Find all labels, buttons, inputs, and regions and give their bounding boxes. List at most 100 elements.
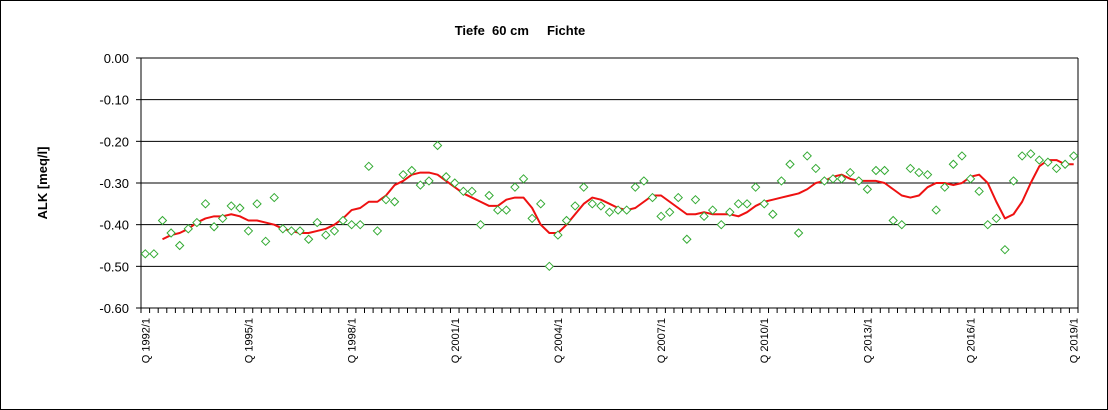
data-point [707, 205, 718, 215]
data-point [836, 174, 847, 184]
x-tick-label: Q 1995/1 [243, 318, 255, 363]
data-point [871, 165, 881, 176]
x-tick-label: Q 1998/1 [347, 318, 359, 363]
data-point [355, 219, 365, 230]
data-point [561, 215, 572, 226]
data-point [965, 174, 976, 184]
data-point [621, 205, 632, 215]
data-point [484, 190, 494, 201]
y-tick-label: -0.50 [99, 259, 129, 274]
data-point [269, 192, 279, 203]
data-point [209, 222, 219, 232]
data-point [536, 199, 546, 209]
data-point [475, 219, 486, 230]
y-tick-label: 0.00 [104, 51, 129, 66]
gridlines [141, 57, 1078, 267]
data-point [140, 249, 151, 259]
data-point [570, 201, 580, 211]
data-point [690, 194, 701, 205]
data-point [725, 207, 735, 217]
data-point [862, 184, 873, 194]
data-point [604, 207, 615, 217]
data-point [157, 215, 168, 226]
data-point [759, 199, 769, 209]
data-point [174, 240, 185, 251]
data-point [905, 163, 916, 174]
data-point [811, 163, 821, 174]
data-point [518, 174, 529, 184]
data-point [200, 199, 211, 209]
data-point [166, 228, 176, 238]
data-point [493, 205, 503, 215]
data-point [897, 219, 907, 230]
data-point [192, 217, 202, 228]
y-axis-label: ALK [meq/l] [35, 147, 50, 220]
data-point [983, 219, 993, 230]
data-point [510, 182, 520, 192]
data-point [596, 201, 606, 211]
data-point [338, 215, 348, 226]
data-point [544, 261, 555, 272]
data-point [149, 249, 159, 259]
data-point [587, 199, 598, 209]
data-point [613, 205, 623, 215]
data-point [647, 192, 658, 203]
y-tick-labels: 0.00 -0.10 -0.20 -0.30 -0.40 -0.50 -0.60 [99, 51, 141, 316]
data-point [1068, 151, 1079, 161]
x-tick-label: Q 2004/1 [553, 318, 565, 363]
data-point [699, 211, 709, 222]
data-point [785, 159, 795, 169]
data-point [776, 176, 787, 186]
data-point [432, 140, 443, 151]
data-point [828, 174, 838, 184]
data-point [243, 226, 254, 236]
data-point [1034, 155, 1045, 165]
data-point [948, 159, 959, 169]
data-point [415, 180, 426, 190]
data-point [639, 176, 649, 186]
data-point [957, 151, 967, 161]
data-point [854, 176, 864, 186]
x-tick-label: Q 2013/1 [862, 318, 874, 363]
data-point [1017, 151, 1027, 161]
data-point [673, 192, 683, 203]
data-point [303, 234, 314, 244]
data-point [940, 182, 950, 192]
y-tick-label: -0.40 [99, 218, 129, 233]
data-point [750, 182, 761, 192]
data-point [1000, 244, 1010, 255]
data-point [467, 186, 477, 197]
data-point [398, 169, 408, 180]
y-tick-label: -0.30 [99, 176, 129, 191]
data-point [424, 176, 434, 186]
data-point [527, 213, 537, 224]
data-point [768, 209, 778, 219]
x-tick-label: Q 2016/1 [966, 318, 978, 363]
data-point [1051, 163, 1062, 174]
chart-title: Tiefe 60 cm Fichte [455, 23, 586, 38]
data-point [295, 226, 305, 236]
data-point [682, 234, 692, 244]
data-point [441, 172, 451, 182]
x-tick-label: Q 2001/1 [450, 318, 462, 363]
data-point [991, 213, 1002, 224]
data-point [450, 178, 460, 188]
data-point [260, 236, 271, 247]
data-point [312, 217, 322, 228]
data-point [656, 211, 666, 222]
y-tick-label: -0.60 [99, 301, 129, 316]
data-point [321, 230, 331, 240]
data-point [733, 199, 744, 209]
data-point [845, 167, 855, 178]
data-point [716, 219, 726, 230]
data-point [346, 219, 357, 230]
data-point [819, 176, 830, 186]
data-point [372, 226, 383, 236]
data-point [888, 215, 898, 226]
y-tick-label: -0.20 [99, 134, 129, 149]
y-tick-label: -0.10 [99, 93, 129, 108]
x-tick-label: Q 2019/1 [1069, 318, 1081, 363]
x-tick-labels: Q 1992/1 Q 1995/1 Q 1998/1 Q 2001/1 Q 2004/1… [140, 308, 1081, 363]
